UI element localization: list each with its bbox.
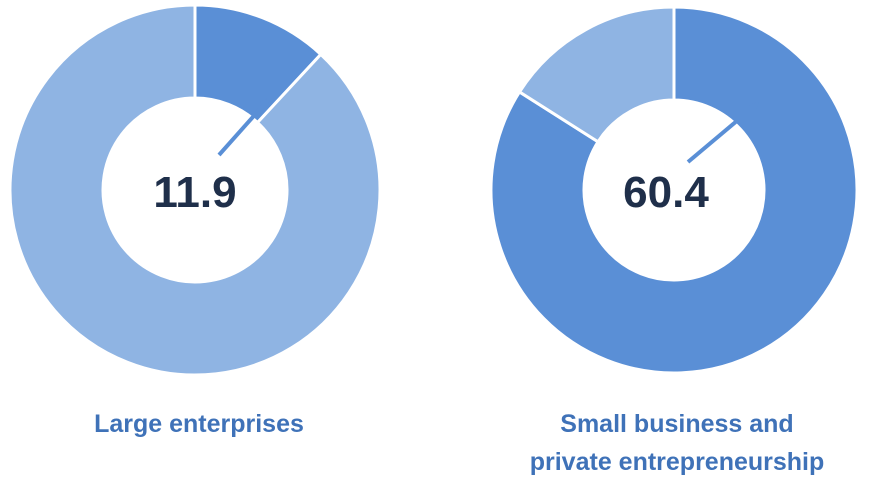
arrow-icon <box>686 102 760 164</box>
arrow-icon <box>217 97 270 157</box>
donut-slice <box>517 5 676 144</box>
center-value-large-enterprises: 11.9 <box>153 168 236 217</box>
label-large-enterprises: Large enterprises <box>94 410 304 438</box>
donut-chart-small-business <box>489 5 859 375</box>
center-value-small-business: 60.4 <box>623 168 709 217</box>
donut-chart-large-enterprises <box>8 3 382 377</box>
donut-slice <box>8 3 382 377</box>
donut-slice <box>489 5 859 375</box>
label-small-business-line-2: private entrepreneurship <box>530 448 825 476</box>
label-small-business-line-1: Small business and <box>560 410 793 438</box>
